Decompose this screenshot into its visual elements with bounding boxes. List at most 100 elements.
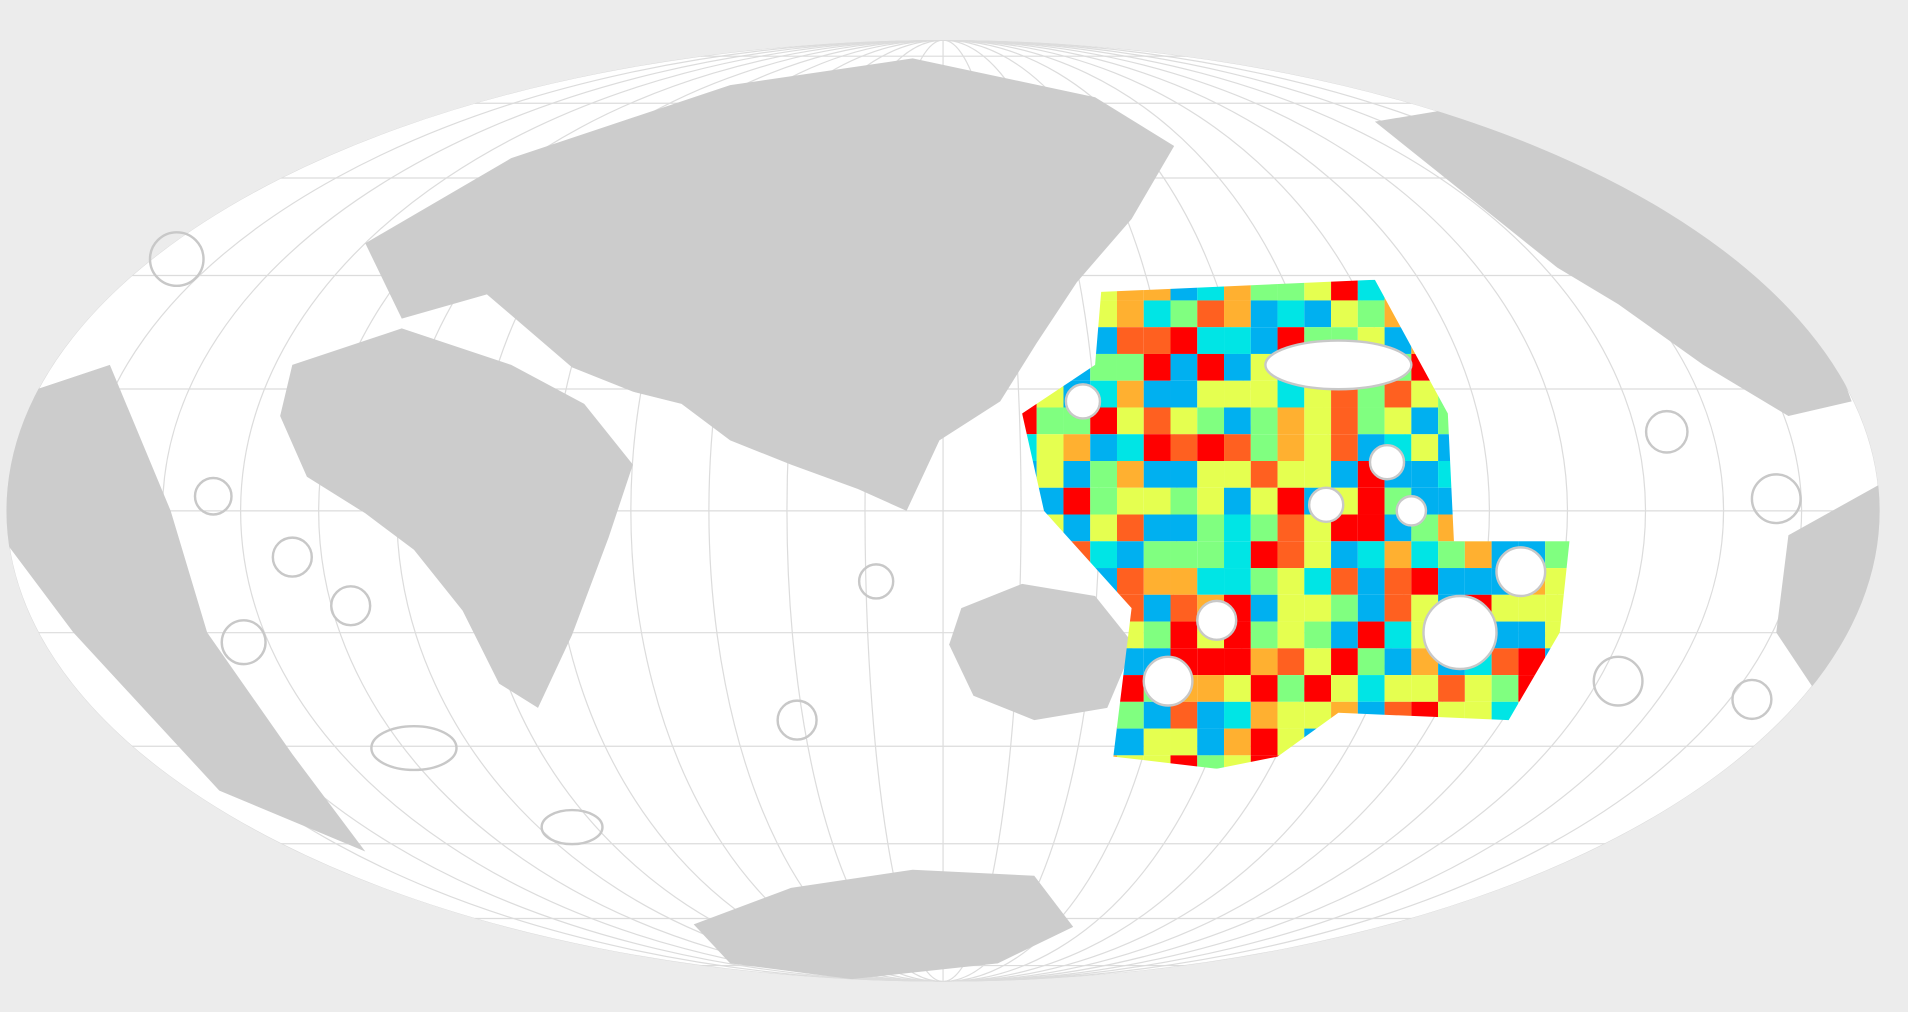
heat-cell — [1197, 327, 1225, 354]
heat-cell — [1170, 487, 1198, 515]
heat-cell — [1116, 434, 1144, 461]
heat-cell — [1224, 675, 1251, 702]
eez — [540, 808, 604, 846]
heat-cell — [1170, 568, 1198, 595]
heat-cell — [1331, 594, 1358, 622]
heat-cell — [1384, 568, 1412, 595]
heat-cell — [1036, 407, 1064, 435]
heat-cell — [1331, 675, 1358, 702]
heat-cell — [1304, 675, 1332, 702]
heat-cell — [1277, 541, 1305, 569]
heat-cell — [1304, 541, 1332, 569]
heat-cell — [1224, 353, 1251, 381]
heat-cell — [1331, 434, 1358, 461]
heat-cell — [1357, 648, 1385, 676]
heat-cell — [1197, 380, 1225, 408]
heat-cell — [1224, 300, 1251, 328]
island-zone — [1264, 339, 1413, 391]
heat-cell — [1197, 701, 1225, 729]
eez-outlines — [148, 231, 1802, 846]
heat-cell — [1464, 675, 1492, 702]
heat-cell — [1197, 407, 1225, 435]
heat-cell — [1250, 621, 1278, 649]
africa — [280, 328, 633, 708]
heat-cell — [1116, 514, 1144, 542]
heat-cell — [1143, 353, 1171, 381]
heat-cell — [1384, 675, 1412, 702]
heat-cell — [1357, 675, 1385, 702]
heat-cell — [1277, 621, 1305, 649]
heat-cell — [1250, 407, 1278, 435]
heat-cell — [1116, 327, 1144, 354]
north-america — [1374, 97, 1852, 416]
heat-cell — [1170, 407, 1198, 435]
land — [6, 58, 1880, 980]
eez — [776, 699, 818, 741]
heat-cell — [1170, 434, 1198, 461]
heat-cell — [1304, 621, 1332, 649]
heat-cell — [1170, 541, 1198, 569]
heat-cell — [1384, 594, 1412, 622]
heat-cell — [1063, 434, 1091, 461]
island-zone — [1422, 594, 1498, 671]
heat-cell — [1277, 675, 1305, 702]
heat-cell — [1170, 460, 1198, 488]
heat-cell — [1224, 701, 1251, 729]
heat-cell — [1277, 300, 1305, 328]
heat-cell — [1277, 279, 1305, 301]
heat-cell — [1277, 568, 1305, 595]
heat-cell — [1224, 728, 1251, 756]
eez — [271, 536, 313, 578]
heat-cell — [1411, 460, 1439, 488]
heat-cell — [1357, 568, 1385, 595]
heat-cell — [1384, 541, 1412, 569]
heat-cell — [1116, 460, 1144, 488]
heat-cell — [1116, 487, 1144, 515]
heat-cell — [1491, 675, 1519, 702]
heat-cell — [1143, 541, 1171, 569]
heat-cell — [1197, 300, 1225, 328]
heat-cell — [1063, 487, 1091, 515]
heat-cell — [1170, 300, 1198, 328]
heat-cell — [1143, 621, 1171, 649]
heat-cell — [1022, 407, 1037, 435]
heat-cell — [1464, 568, 1492, 595]
heat-cell — [1250, 728, 1278, 756]
heat-cell — [1197, 755, 1225, 769]
heat-cell — [1357, 407, 1385, 435]
heat-cell — [1116, 407, 1144, 435]
heat-cell — [1384, 407, 1412, 435]
heat-cell — [1331, 407, 1358, 435]
eez — [1731, 678, 1773, 721]
heat-cell — [1438, 541, 1465, 569]
heat-cell — [1518, 594, 1546, 622]
heat-cell — [1090, 514, 1117, 542]
heat-cell — [1357, 514, 1385, 542]
heat-cell — [1224, 460, 1251, 488]
heat-cell — [1143, 514, 1171, 542]
heat-cell — [1545, 541, 1570, 569]
island-zone — [1495, 546, 1547, 598]
heat-cell — [1331, 621, 1358, 649]
heat-cell — [1277, 594, 1305, 622]
heat-cell — [1304, 568, 1332, 595]
heat-cell — [1438, 568, 1465, 595]
heat-cell — [1224, 514, 1251, 542]
heat-cell — [1304, 648, 1332, 676]
heat-cell — [1224, 541, 1251, 569]
heat-cell — [1357, 300, 1385, 328]
eez — [857, 563, 895, 600]
heat-cell — [1250, 648, 1278, 676]
australia — [949, 583, 1135, 721]
heat-cell — [1143, 487, 1171, 515]
island-zone — [1196, 599, 1238, 642]
eez — [1644, 409, 1689, 454]
heat-cell — [1357, 487, 1385, 515]
eez — [148, 231, 205, 288]
antarctica — [693, 869, 1074, 980]
heat-cell — [1197, 728, 1225, 756]
heat-cell — [1331, 300, 1358, 328]
heat-cell — [1491, 648, 1519, 676]
heat-cell — [1250, 541, 1278, 569]
